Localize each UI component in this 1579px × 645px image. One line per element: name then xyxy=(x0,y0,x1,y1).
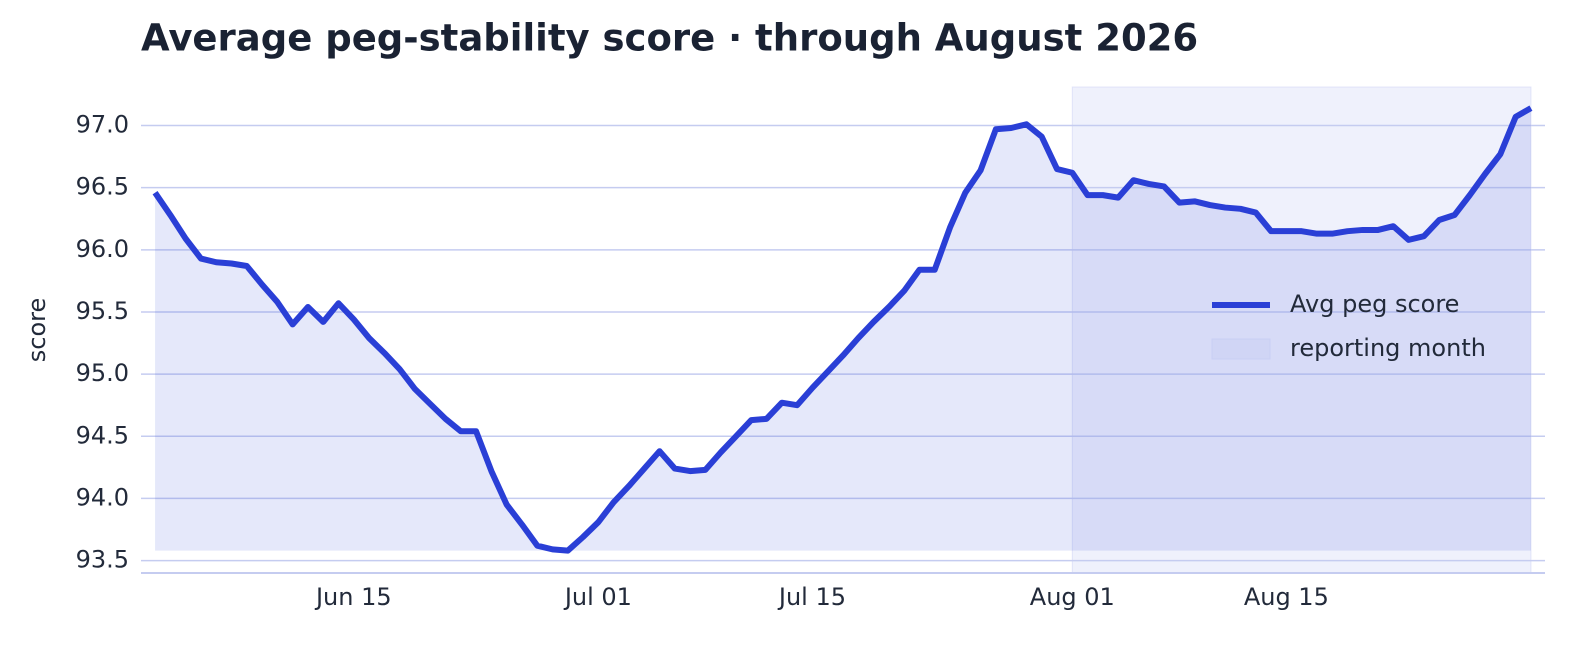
x-tick-label: Aug 01 xyxy=(1030,583,1115,611)
x-tick-label: Jun 15 xyxy=(314,583,392,611)
y-tick-label: 96.5 xyxy=(76,173,129,201)
y-axis-label: score xyxy=(23,298,51,363)
area-fill xyxy=(155,108,1531,551)
y-tick-label: 94.5 xyxy=(76,421,129,449)
y-tick-label: 97.0 xyxy=(76,111,129,139)
highlight-span xyxy=(1071,86,1532,574)
y-tick-label: 93.5 xyxy=(76,546,129,574)
x-tick-label: Jul 15 xyxy=(777,583,846,611)
y-tick-label: 94.0 xyxy=(76,483,129,511)
x-tick-label: Aug 15 xyxy=(1244,583,1329,611)
legend-label: reporting month xyxy=(1290,334,1486,362)
x-tick-label: Jul 01 xyxy=(563,583,632,611)
y-tick-label: 96.0 xyxy=(76,235,129,263)
legend-label: Avg peg score xyxy=(1290,290,1459,318)
y-tick-label: 95.5 xyxy=(76,297,129,325)
chart-title: Average peg-stability score · through Au… xyxy=(141,17,1198,60)
line xyxy=(152,105,1533,554)
legend-swatch xyxy=(1211,338,1271,360)
y-tick-label: 95.0 xyxy=(76,359,129,387)
